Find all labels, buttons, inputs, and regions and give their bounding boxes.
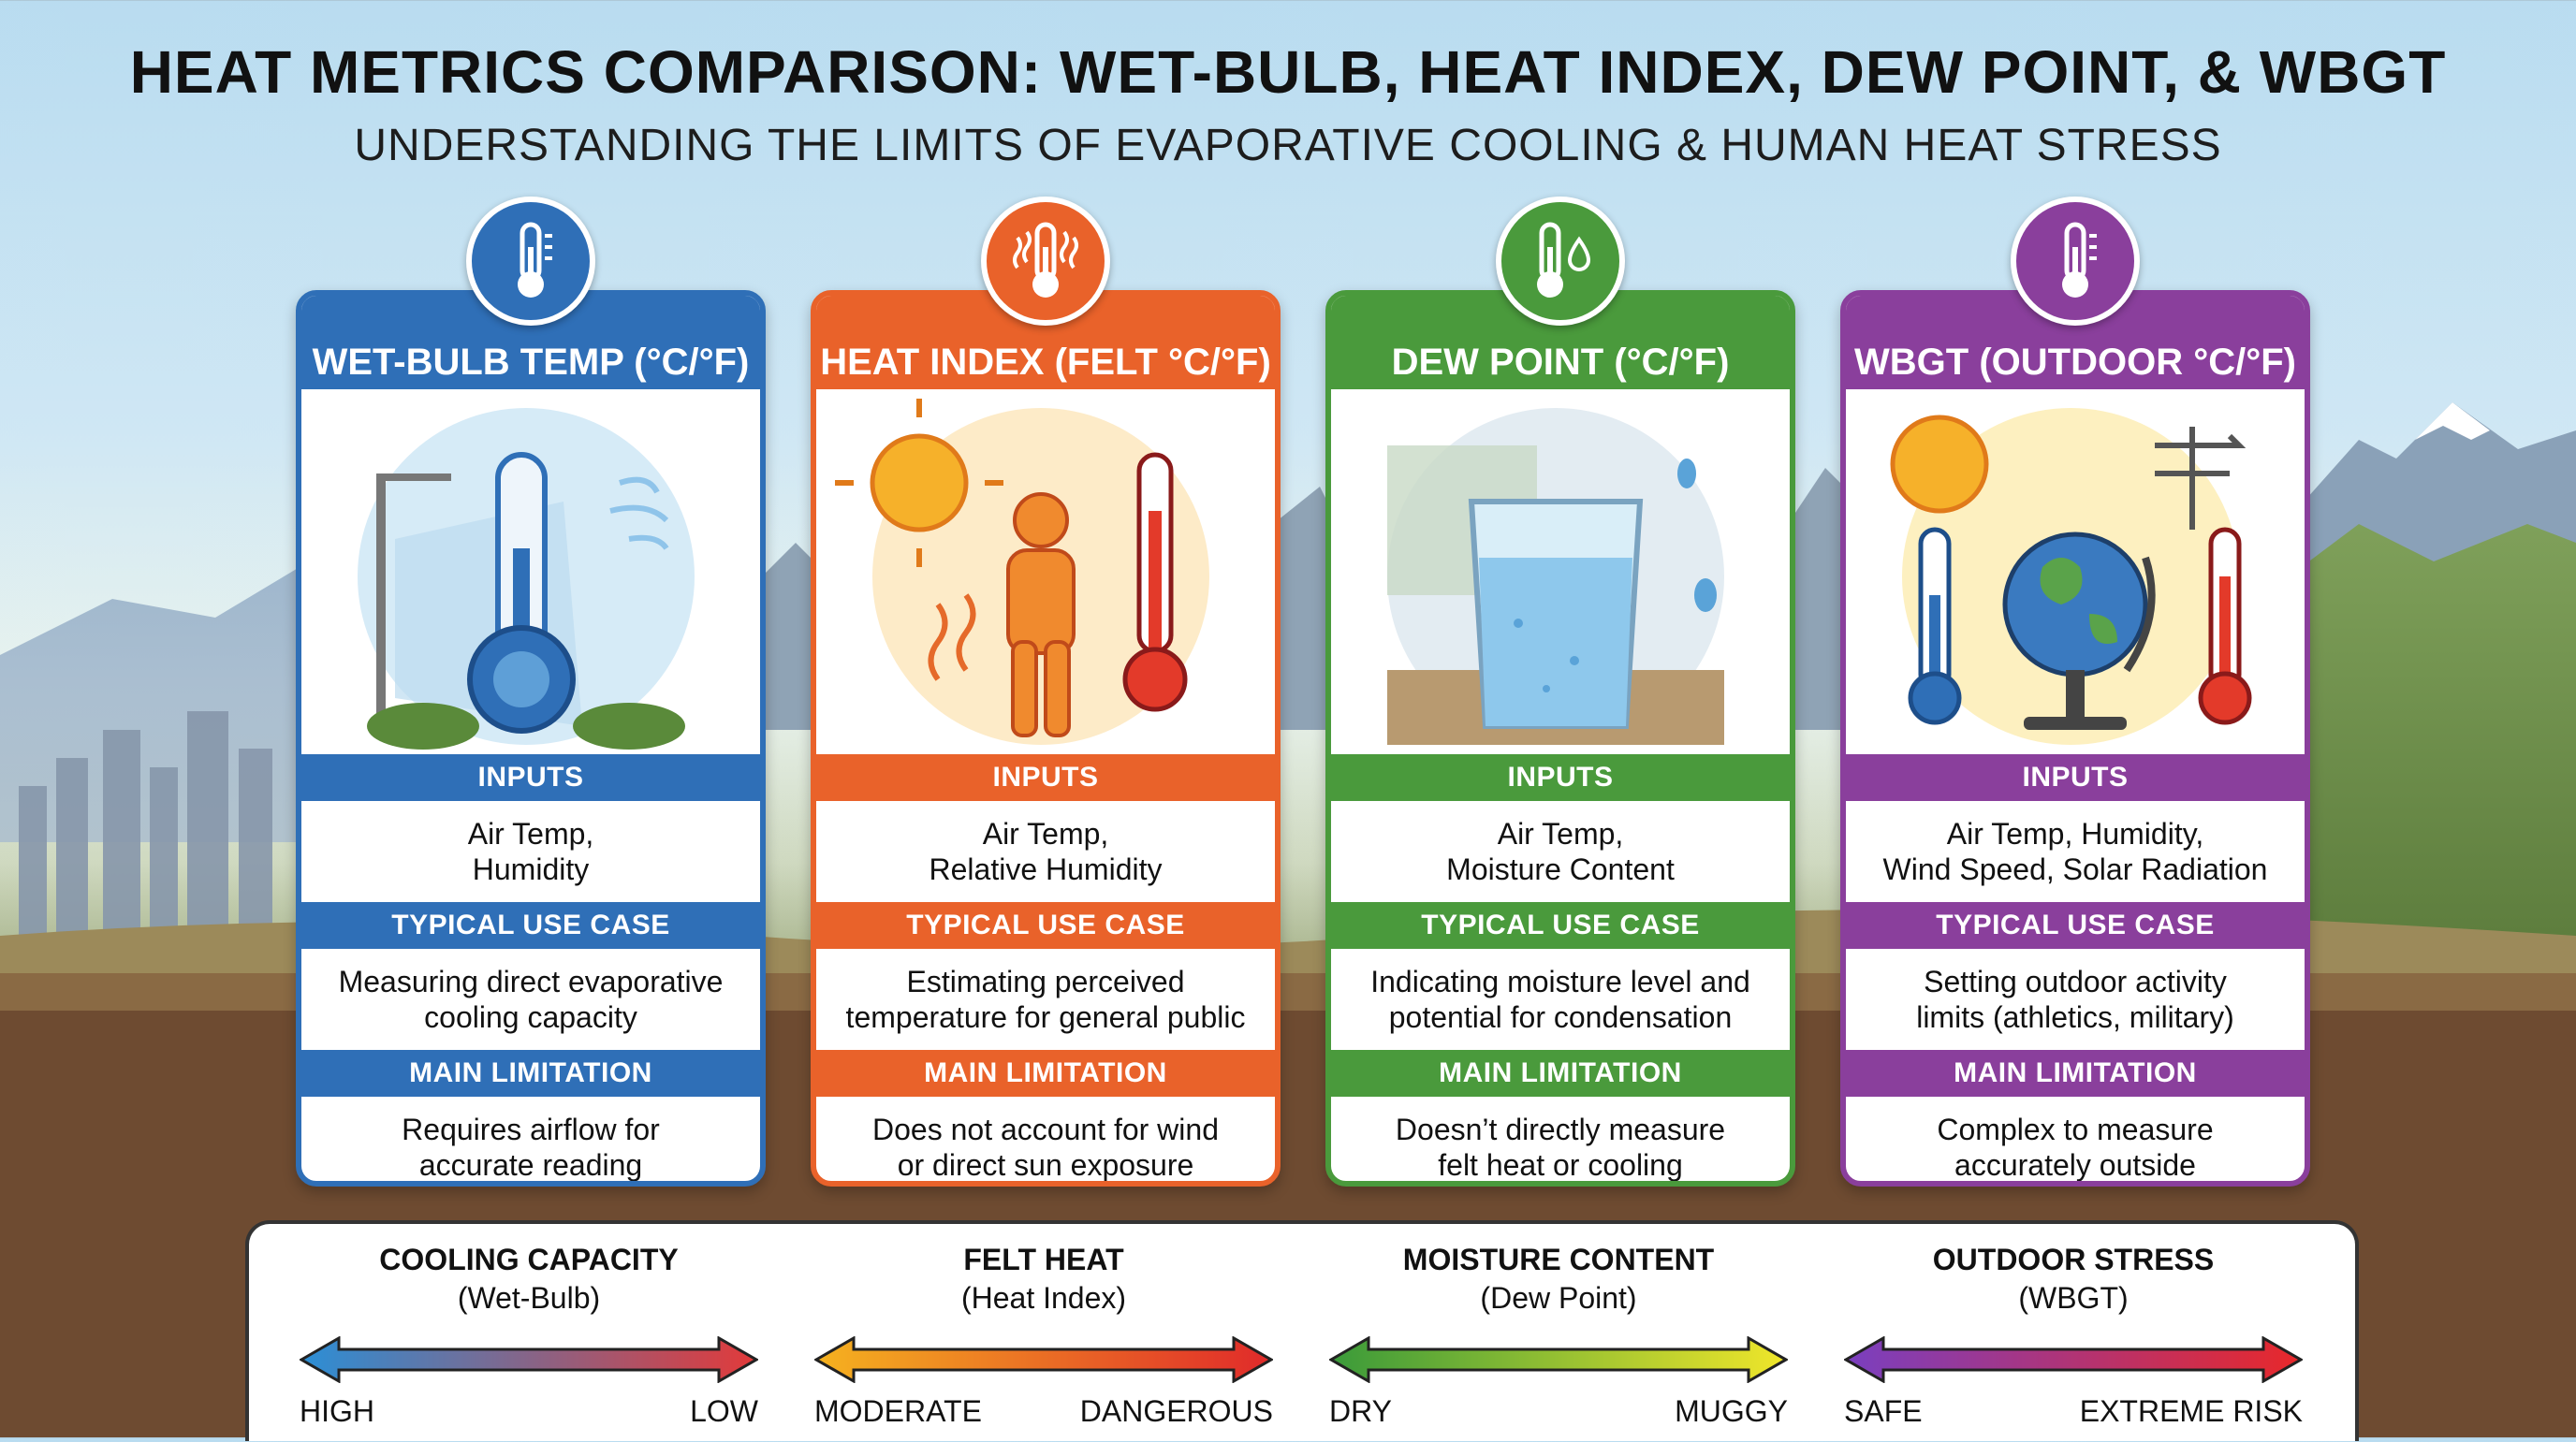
double-arrow-icon: [300, 1336, 758, 1383]
card-badge: [1496, 197, 1625, 326]
use-case-text: Estimating perceived temperature for gen…: [816, 949, 1275, 1050]
metric-card: DEW POINT (°C/°F) INPUTS Air Temp, Moist…: [1325, 290, 1795, 1187]
use-case-line: limits (athletics, military): [1916, 1000, 2234, 1034]
inputs-line: Air Temp, Humidity,: [1946, 817, 2204, 851]
inputs-line: Humidity: [472, 852, 590, 886]
inputs-line: Air Temp,: [982, 817, 1109, 851]
legend-high-label: MUGGY: [1675, 1394, 1788, 1428]
use-case-line: Indicating moisture level and: [1370, 965, 1750, 998]
legend-high-label: DANGEROUS: [1079, 1394, 1273, 1428]
limitation-text: Complex to measure accurately outside: [1846, 1097, 2305, 1182]
use-case-line: Estimating perceived: [906, 965, 1185, 998]
wbgt-illustration: [1890, 408, 2252, 745]
metric-card: WBGT (OUTDOOR °C/°F) INPUTS Air Temp, Hu…: [1840, 290, 2310, 1187]
use-case-label: TYPICAL USE CASE: [1331, 902, 1790, 949]
page-title: HEAT METRICS COMPARISON: WET-BULB, HEAT …: [129, 38, 2447, 106]
legend-item: MOISTURE CONTENT (Dew Point) DRY MUGGY: [1329, 1243, 1788, 1439]
dew-point-illustration: [1387, 408, 1724, 745]
card-illustration: [816, 389, 1275, 754]
inputs-label: INPUTS: [301, 754, 760, 801]
limitation-line: or direct sun exposure: [897, 1148, 1194, 1182]
card-illustration: [1331, 389, 1790, 754]
use-case-line: cooling capacity: [424, 1000, 637, 1034]
metric-card: WET-BULB TEMP (°C/°F) INPUTS Air Temp, H…: [296, 290, 766, 1187]
inputs-line: Air Temp,: [1497, 817, 1624, 851]
use-case-line: Setting outdoor activity: [1924, 965, 2227, 998]
limitation-line: Complex to measure: [1937, 1113, 2214, 1146]
inputs-line: Wind Speed, Solar Radiation: [1882, 852, 2268, 886]
legend-item: FELT HEAT (Heat Index) MODERATE DANGEROU…: [814, 1243, 1273, 1439]
limitation-label: MAIN LIMITATION: [301, 1050, 760, 1097]
metric-card: HEAT INDEX (FELT °C/°F) INPUTS Air Temp,…: [811, 290, 1281, 1187]
inputs-label: INPUTS: [1331, 754, 1790, 801]
legend-high-label: LOW: [690, 1394, 758, 1428]
limitation-line: Does not account for wind: [872, 1113, 1219, 1146]
legend-subtitle: (Wet-Bulb): [457, 1281, 601, 1315]
legend-low-label: HIGH: [300, 1394, 374, 1428]
use-case-text: Measuring direct evaporative cooling cap…: [301, 949, 760, 1050]
limitation-text: Requires airflow for accurate reading: [301, 1097, 760, 1182]
thermometer-droplet-icon: [1537, 222, 1591, 298]
heat-index-illustration: [835, 399, 1209, 745]
limitation-text: Does not account for wind or direct sun …: [816, 1097, 1275, 1182]
wet-bulb-illustration: [358, 408, 695, 750]
page-subtitle: UNDERSTANDING THE LIMITS OF EVAPORATIVE …: [354, 121, 2222, 170]
legend-title: FELT HEAT: [963, 1243, 1124, 1276]
double-arrow-icon: [1329, 1336, 1788, 1383]
heat-thermometer-icon: [1013, 222, 1078, 298]
card-title: WET-BULB TEMP (°C/°F): [301, 296, 760, 389]
legend-title: OUTDOOR STRESS: [1932, 1243, 2215, 1276]
limitation-line: accurately outside: [1954, 1148, 2196, 1182]
inputs-text: Air Temp, Moisture Content: [1331, 801, 1790, 902]
use-case-line: temperature for general public: [845, 1000, 1246, 1034]
inputs-text: Air Temp, Relative Humidity: [816, 801, 1275, 902]
inputs-line: Moisture Content: [1446, 852, 1675, 886]
legend-title: COOLING CAPACITY: [379, 1243, 679, 1276]
thermometer-icon: [2062, 222, 2097, 298]
limitation-line: accurate reading: [418, 1148, 643, 1182]
card-badge: [2011, 197, 2140, 326]
legend-item: COOLING CAPACITY (Wet-Bulb) HIGH LOW: [300, 1243, 758, 1439]
card-illustration: [1846, 389, 2305, 754]
limitation-text: Doesn’t directly measure felt heat or co…: [1331, 1097, 1790, 1182]
double-arrow-icon: [1844, 1336, 2303, 1383]
double-arrow-icon: [814, 1336, 1273, 1383]
legend-subtitle: (WBGT): [2018, 1281, 2129, 1315]
limitation-line: Doesn’t directly measure: [1395, 1113, 1726, 1146]
legend-low-label: DRY: [1329, 1394, 1392, 1428]
legend-subtitle: (Dew Point): [1480, 1281, 1637, 1315]
card-title: DEW POINT (°C/°F): [1331, 296, 1790, 389]
card-badge: [466, 197, 595, 326]
inputs-label: INPUTS: [816, 754, 1275, 801]
inputs-line: Relative Humidity: [929, 852, 1163, 886]
legend-low-label: SAFE: [1844, 1394, 1923, 1428]
use-case-text: Setting outdoor activity limits (athleti…: [1846, 949, 2305, 1050]
legend-title: MOISTURE CONTENT: [1402, 1243, 1715, 1276]
legend-panel: COOLING CAPACITY (Wet-Bulb) HIGH LOW FEL…: [245, 1220, 2359, 1441]
limitation-line: Requires airflow for: [402, 1113, 660, 1146]
limitation-label: MAIN LIMITATION: [1331, 1050, 1790, 1097]
use-case-label: TYPICAL USE CASE: [816, 902, 1275, 949]
inputs-line: Air Temp,: [467, 817, 594, 851]
inputs-text: Air Temp, Humidity: [301, 801, 760, 902]
limitation-line: felt heat or cooling: [1438, 1148, 1683, 1182]
legend-high-label: EXTREME RISK: [2079, 1394, 2303, 1428]
legend-subtitle: (Heat Index): [960, 1281, 1127, 1315]
card-badge: [981, 197, 1110, 326]
use-case-text: Indicating moisture level and potential …: [1331, 949, 1790, 1050]
use-case-label: TYPICAL USE CASE: [301, 902, 760, 949]
use-case-label: TYPICAL USE CASE: [1846, 902, 2305, 949]
inputs-label: INPUTS: [1846, 754, 2305, 801]
use-case-line: Measuring direct evaporative: [338, 965, 724, 998]
header: HEAT METRICS COMPARISON: WET-BULB, HEAT …: [0, 37, 2576, 171]
thermometer-icon: [518, 222, 552, 298]
legend-low-label: MODERATE: [814, 1394, 982, 1428]
card-illustration: [301, 389, 760, 754]
inputs-text: Air Temp, Humidity, Wind Speed, Solar Ra…: [1846, 801, 2305, 902]
use-case-line: potential for condensation: [1388, 1000, 1733, 1034]
legend-item: OUTDOOR STRESS (WBGT) SAFE EXTREME RISK: [1844, 1243, 2303, 1439]
limitation-label: MAIN LIMITATION: [816, 1050, 1275, 1097]
limitation-label: MAIN LIMITATION: [1846, 1050, 2305, 1097]
